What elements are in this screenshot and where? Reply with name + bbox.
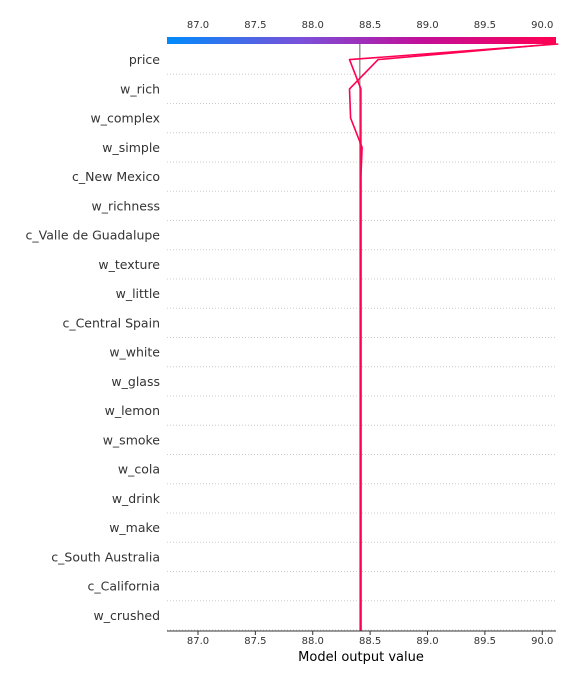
colorbar [167, 37, 556, 44]
feature-label: w_rich [120, 81, 160, 96]
feature-label: w_richness [91, 198, 160, 213]
top-tick-label: 89.5 [474, 20, 496, 31]
x-axis-title: Model output value [298, 650, 424, 665]
bottom-tick-label: 90.0 [531, 636, 553, 647]
feature-label: w_drink [112, 491, 161, 506]
bottom-tick-label: 87.5 [244, 636, 266, 647]
bottom-tick-label: 89.5 [474, 636, 496, 647]
top-tick-label: 87.5 [244, 20, 266, 31]
feature-label: w_cola [118, 462, 160, 477]
feature-label: c_New Mexico [72, 169, 160, 184]
feature-label: w_simple [102, 140, 160, 155]
feature-label: w_crushed [94, 608, 160, 623]
feature-label: c_South Australia [51, 549, 160, 564]
bottom-axis: 87.0 87.5 88.0 88.5 89.0 89.5 90.0 [187, 631, 553, 647]
feature-label: price [129, 52, 160, 67]
feature-label: w_glass [111, 374, 160, 389]
feature-label: w_little [116, 286, 161, 301]
grid-lines [167, 73, 556, 631]
feature-label: w_smoke [103, 432, 161, 447]
bottom-tick-label: 88.0 [302, 636, 324, 647]
top-tick-label: 88.5 [359, 20, 381, 31]
top-tick-label: 88.0 [302, 20, 324, 31]
feature-label: w_white [109, 345, 160, 360]
top-axis: 87.0 87.5 88.0 88.5 89.0 89.5 90.0 [187, 20, 554, 31]
feature-label: c_Central Spain [62, 315, 160, 330]
decision-lines [348, 43, 559, 631]
feature-label: c_Valle de Guadalupe [26, 228, 161, 243]
feature-labels: price w_rich w_complex w_simple c_New Mexico… [26, 52, 161, 623]
bottom-tick-label: 88.5 [359, 636, 381, 647]
top-tick-label: 89.0 [416, 20, 438, 31]
feature-label: c_California [88, 579, 160, 594]
bottom-tick-label: 87.0 [187, 636, 209, 647]
top-tick-label: 87.0 [187, 20, 209, 31]
feature-label: w_make [109, 520, 160, 535]
top-tick-label: 90.0 [531, 20, 553, 31]
feature-label: w_complex [91, 111, 160, 126]
decision-line [348, 43, 554, 631]
feature-label: w_texture [98, 257, 160, 272]
feature-label: w_lemon [105, 403, 160, 418]
bottom-tick-label: 89.0 [416, 636, 438, 647]
